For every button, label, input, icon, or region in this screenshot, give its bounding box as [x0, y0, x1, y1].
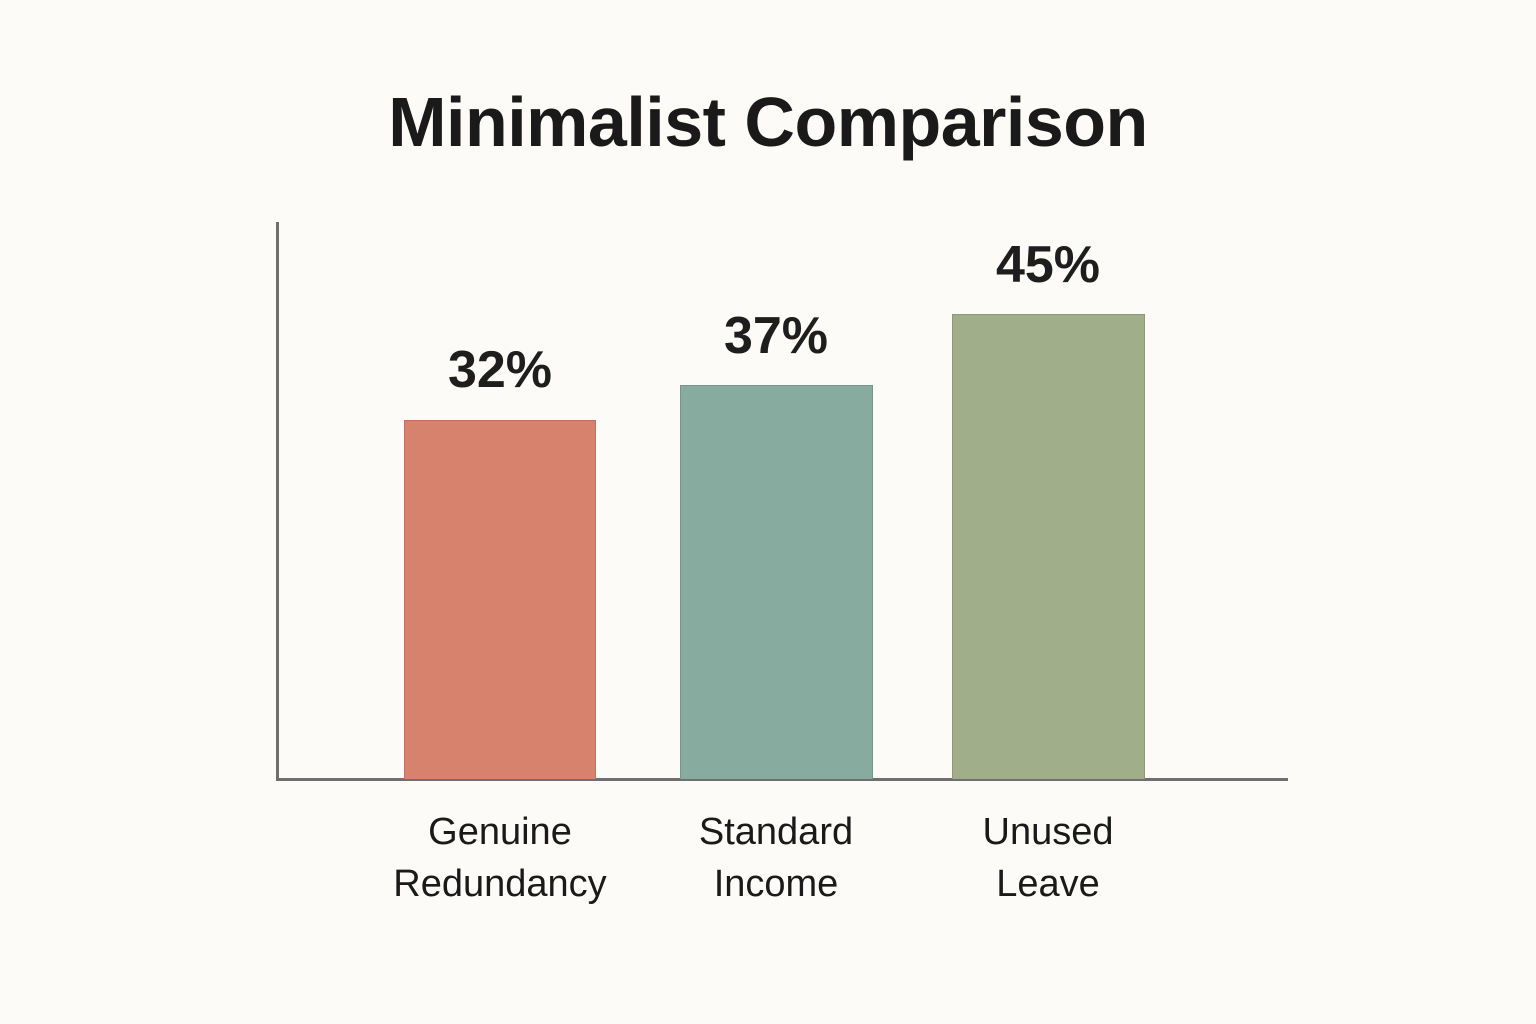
- category-label-genuine-redundancy: Genuine Redundancy: [350, 806, 650, 910]
- bar-unused-leave: [952, 314, 1145, 779]
- bar-genuine-redundancy: [404, 420, 596, 779]
- category-label-line: Income: [713, 863, 839, 905]
- category-label-line: Redundancy: [393, 863, 607, 905]
- category-label-unused-leave: Unused Leave: [898, 806, 1198, 910]
- y-axis: [276, 222, 279, 781]
- value-label-genuine-redundancy: 32%: [447, 341, 553, 399]
- category-label-line: Standard: [698, 811, 854, 853]
- bar-standard-income: [680, 385, 873, 779]
- category-label-line: Leave: [996, 863, 1100, 905]
- category-label-standard-income: Standard Income: [626, 806, 926, 910]
- chart-title: Minimalist Comparison: [388, 83, 1148, 161]
- value-label-standard-income: 37%: [723, 307, 829, 365]
- value-label-unused-leave: 45%: [995, 236, 1101, 294]
- x-axis: [276, 778, 1288, 781]
- category-label-line: Unused: [982, 811, 1114, 853]
- category-label-line: Genuine: [428, 811, 572, 853]
